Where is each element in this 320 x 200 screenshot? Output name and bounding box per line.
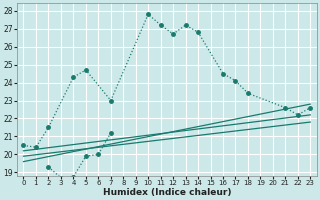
X-axis label: Humidex (Indice chaleur): Humidex (Indice chaleur) — [103, 188, 231, 197]
